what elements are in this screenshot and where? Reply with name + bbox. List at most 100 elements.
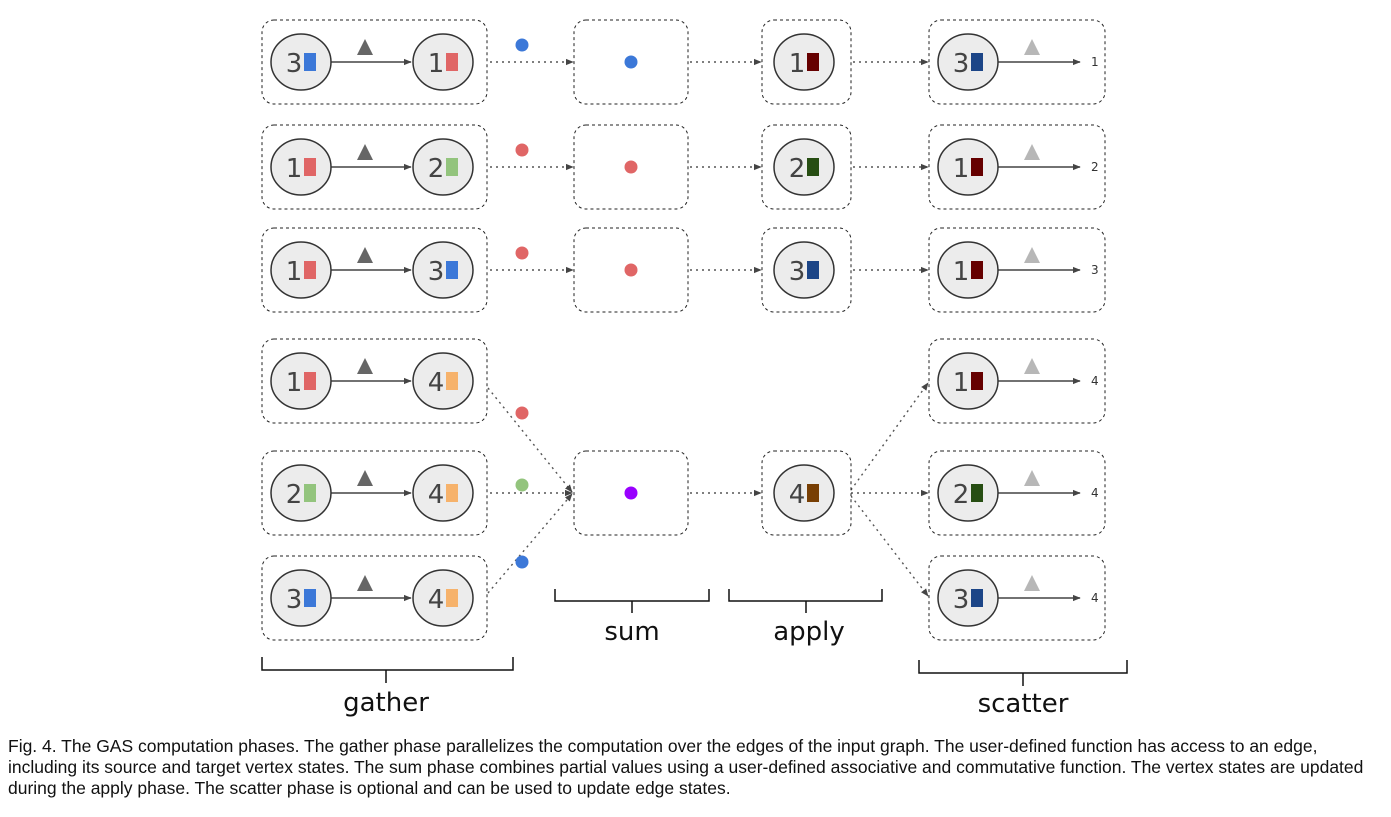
gather-target-vertex-5-circle xyxy=(412,464,474,522)
gather-target-vertex-1-circle xyxy=(412,33,474,91)
scatter-source-vertex-3-circle xyxy=(937,241,999,299)
scatter-edge-marker-5 xyxy=(1024,470,1040,486)
gather-to-sum-flow-4 xyxy=(487,387,573,493)
gather-edge-marker-1 xyxy=(357,39,373,55)
scatter-target-label-4: 4 xyxy=(1091,374,1099,388)
gather-label: gather xyxy=(343,688,429,718)
scatter-target-label-1: 1 xyxy=(1091,55,1099,69)
sum-dot-3 xyxy=(624,263,638,277)
scatter-source-vertex-2-state xyxy=(971,158,983,176)
phase-boxes: 3 1 1 2 1 3 1 4 2 4 3 4 1 2 3 4 3 1 1 2 1 3 1 4 2 4 3 4 xyxy=(261,19,1106,641)
gather-source-vertex-6-circle xyxy=(270,569,332,627)
apply-vertex-1-circle xyxy=(773,33,835,91)
gather-source-vertex-2-circle xyxy=(270,138,332,196)
gather-source-vertex-2-number: 1 xyxy=(286,154,303,184)
gather-target-vertex-4-number: 4 xyxy=(428,368,445,398)
scatter-source-vertex-4-state xyxy=(971,372,983,390)
gather-source-vertex-4-circle xyxy=(270,352,332,410)
gather-edge-marker-4 xyxy=(357,358,373,374)
scatter-source-vertex-4-number: 1 xyxy=(953,368,970,398)
sum-dot-2 xyxy=(624,160,638,174)
gather-partial-dot-1 xyxy=(515,38,529,52)
gather-source-vertex-5-number: 2 xyxy=(286,480,303,510)
gather-target-vertex-4-state xyxy=(446,372,458,390)
gather-partial-dot-2 xyxy=(515,143,529,157)
phase-braces xyxy=(261,589,1128,686)
scatter-target-label-2: 2 xyxy=(1091,160,1099,174)
apply-vertex-2-circle xyxy=(773,138,835,196)
apply-vertex-1-state xyxy=(807,53,819,71)
scatter-source-vertex-6-number: 3 xyxy=(953,585,970,615)
gather-source-vertex-3-number: 1 xyxy=(286,257,303,287)
gather-to-sum-flow-6 xyxy=(487,493,573,594)
gather-partial-dot-5 xyxy=(515,478,529,492)
gather-source-vertex-1-state xyxy=(304,53,316,71)
gather-target-vertex-2-circle xyxy=(412,138,474,196)
gather-source-vertex-3-circle xyxy=(270,241,332,299)
gather-target-vertex-3-number: 3 xyxy=(428,257,445,287)
scatter-source-vertex-3-number: 1 xyxy=(953,257,970,287)
scatter-source-vertex-2-number: 1 xyxy=(953,154,970,184)
gather-source-vertex-3-state xyxy=(304,261,316,279)
gather-target-vertex-1-state xyxy=(446,53,458,71)
scatter-source-vertex-1-number: 3 xyxy=(953,49,970,79)
scatter-source-vertex-3-state xyxy=(971,261,983,279)
gather-partial-dot-4 xyxy=(515,406,529,420)
sum-label: sum xyxy=(604,617,659,647)
scatter-target-label-3: 3 xyxy=(1091,263,1099,277)
gather-source-vertex-4-number: 1 xyxy=(286,368,303,398)
scatter-edge-marker-1 xyxy=(1024,39,1040,55)
apply-label: apply xyxy=(773,617,845,647)
apply-vertex-3-state xyxy=(807,261,819,279)
scatter-source-vertex-5-number: 2 xyxy=(953,480,970,510)
scatter-target-label-5: 4 xyxy=(1091,486,1099,500)
apply-to-scatter-flow-4 xyxy=(850,382,929,491)
sum-dot-1 xyxy=(624,55,638,69)
gather-target-vertex-3-state xyxy=(446,261,458,279)
scatter-edge-marker-2 xyxy=(1024,144,1040,160)
gather-target-vertex-6-state xyxy=(446,589,458,607)
gather-target-vertex-2-state xyxy=(446,158,458,176)
gather-target-vertex-6-number: 4 xyxy=(428,585,445,615)
apply-vertex-4-circle xyxy=(773,464,835,522)
gather-target-vertex-6-circle xyxy=(412,569,474,627)
scatter-source-vertex-5-circle xyxy=(937,464,999,522)
figure-caption: Fig. 4. The GAS computation phases. The … xyxy=(8,736,1364,798)
gather-edge-marker-2 xyxy=(357,144,373,160)
scatter-source-vertex-2-circle xyxy=(937,138,999,196)
gather-source-vertex-1-circle xyxy=(270,33,332,91)
apply-vertex-3-number: 3 xyxy=(789,257,806,287)
apply-brace xyxy=(728,589,883,613)
gather-source-vertex-4-state xyxy=(304,372,316,390)
scatter-edge-marker-4 xyxy=(1024,358,1040,374)
scatter-source-vertex-1-circle xyxy=(937,33,999,91)
scatter-label: scatter xyxy=(978,689,1069,719)
gather-source-vertex-6-number: 3 xyxy=(286,585,303,615)
sum-brace xyxy=(554,589,710,613)
scatter-target-label-6: 4 xyxy=(1091,591,1099,605)
apply-vertex-3-circle xyxy=(773,241,835,299)
gather-source-vertex-5-state xyxy=(304,484,316,502)
gather-source-vertex-2-state xyxy=(304,158,316,176)
gather-brace xyxy=(261,657,514,683)
scatter-source-vertex-4-circle xyxy=(937,352,999,410)
gather-source-vertex-5-circle xyxy=(270,464,332,522)
gather-source-vertex-1-number: 3 xyxy=(286,49,303,79)
gather-target-vertex-5-state xyxy=(446,484,458,502)
apply-vertex-4-state xyxy=(807,484,819,502)
scatter-source-vertex-6-state xyxy=(971,589,983,607)
apply-vertex-4-number: 4 xyxy=(789,480,806,510)
gather-target-vertex-5-number: 4 xyxy=(428,480,445,510)
scatter-edge-marker-6 xyxy=(1024,575,1040,591)
gather-target-vertex-3-circle xyxy=(412,241,474,299)
apply-to-scatter-flow-6 xyxy=(850,495,929,597)
scatter-source-vertex-6-circle xyxy=(937,569,999,627)
sum-dot-4 xyxy=(624,486,638,500)
scatter-source-vertex-5-state xyxy=(971,484,983,502)
scatter-source-vertex-1-state xyxy=(971,53,983,71)
gather-source-vertex-6-state xyxy=(304,589,316,607)
gather-edge-marker-5 xyxy=(357,470,373,486)
gather-target-vertex-2-number: 2 xyxy=(428,154,445,184)
scatter-brace xyxy=(918,660,1128,686)
